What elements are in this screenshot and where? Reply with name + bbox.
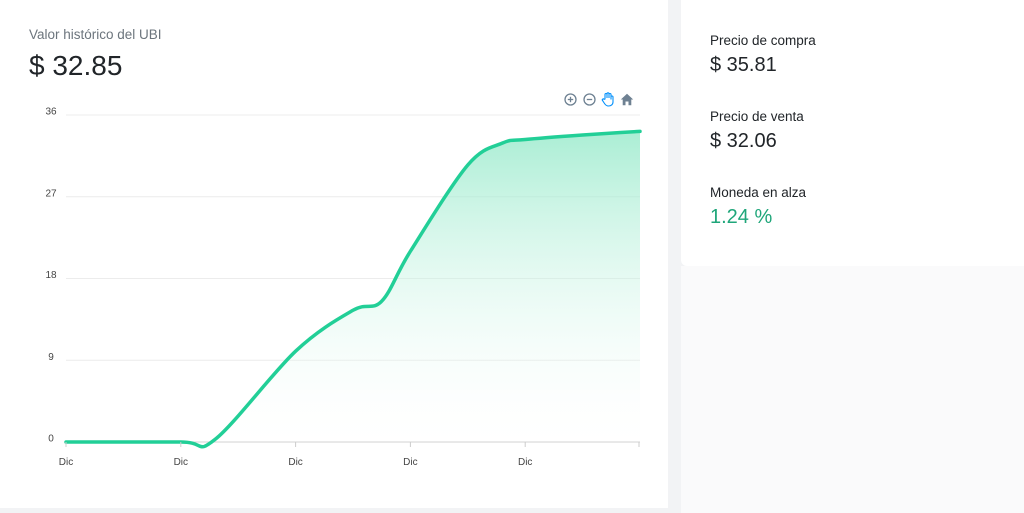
currency-rise-value: 1.24 % bbox=[710, 206, 773, 228]
x-tick-label: Dic bbox=[518, 457, 532, 468]
buy-price-value: $ 35.81 bbox=[710, 54, 777, 76]
y-tick-label: 36 bbox=[45, 107, 57, 118]
chart-toolbar bbox=[562, 91, 635, 107]
chart-title: Valor histórico del UBI bbox=[29, 27, 162, 42]
currency-rise-stat: Moneda en alza 1.24 % bbox=[710, 185, 806, 229]
y-tick-label: 9 bbox=[48, 352, 54, 363]
sell-price-label: Precio de venta bbox=[710, 109, 804, 124]
area-fill bbox=[66, 131, 640, 447]
stats-card: Precio de compra $ 35.81 Precio de venta… bbox=[681, 0, 1024, 266]
buy-price-stat: Precio de compra $ 35.81 bbox=[710, 33, 816, 77]
y-tick-label: 27 bbox=[45, 188, 57, 199]
x-tick-label: Dic bbox=[288, 457, 302, 468]
current-value: $ 32.85 bbox=[29, 50, 123, 81]
x-tick-label: Dic bbox=[403, 457, 417, 468]
side-background bbox=[681, 266, 1024, 513]
area-chart: 0 9 18 27 36 Dic Dic Dic Dic Dic bbox=[45, 107, 642, 468]
sell-price-value: $ 32.06 bbox=[710, 130, 777, 152]
home-reset-icon[interactable] bbox=[619, 91, 635, 107]
x-tick-label: Dic bbox=[174, 457, 188, 468]
series-line bbox=[64, 129, 642, 449]
pan-hand-icon[interactable] bbox=[600, 91, 616, 107]
sell-price-stat: Precio de venta $ 32.06 bbox=[710, 109, 804, 153]
zoom-in-icon[interactable] bbox=[562, 91, 578, 107]
x-tick-label: Dic bbox=[59, 457, 73, 468]
chart-card: Valor histórico del UBI $ 32.85 0 9 18 27 36… bbox=[0, 0, 668, 508]
y-tick-label: 0 bbox=[48, 434, 54, 445]
currency-rise-label: Moneda en alza bbox=[710, 185, 807, 200]
buy-price-label: Precio de compra bbox=[710, 33, 816, 48]
zoom-out-icon[interactable] bbox=[581, 91, 597, 107]
y-tick-label: 18 bbox=[45, 270, 57, 281]
